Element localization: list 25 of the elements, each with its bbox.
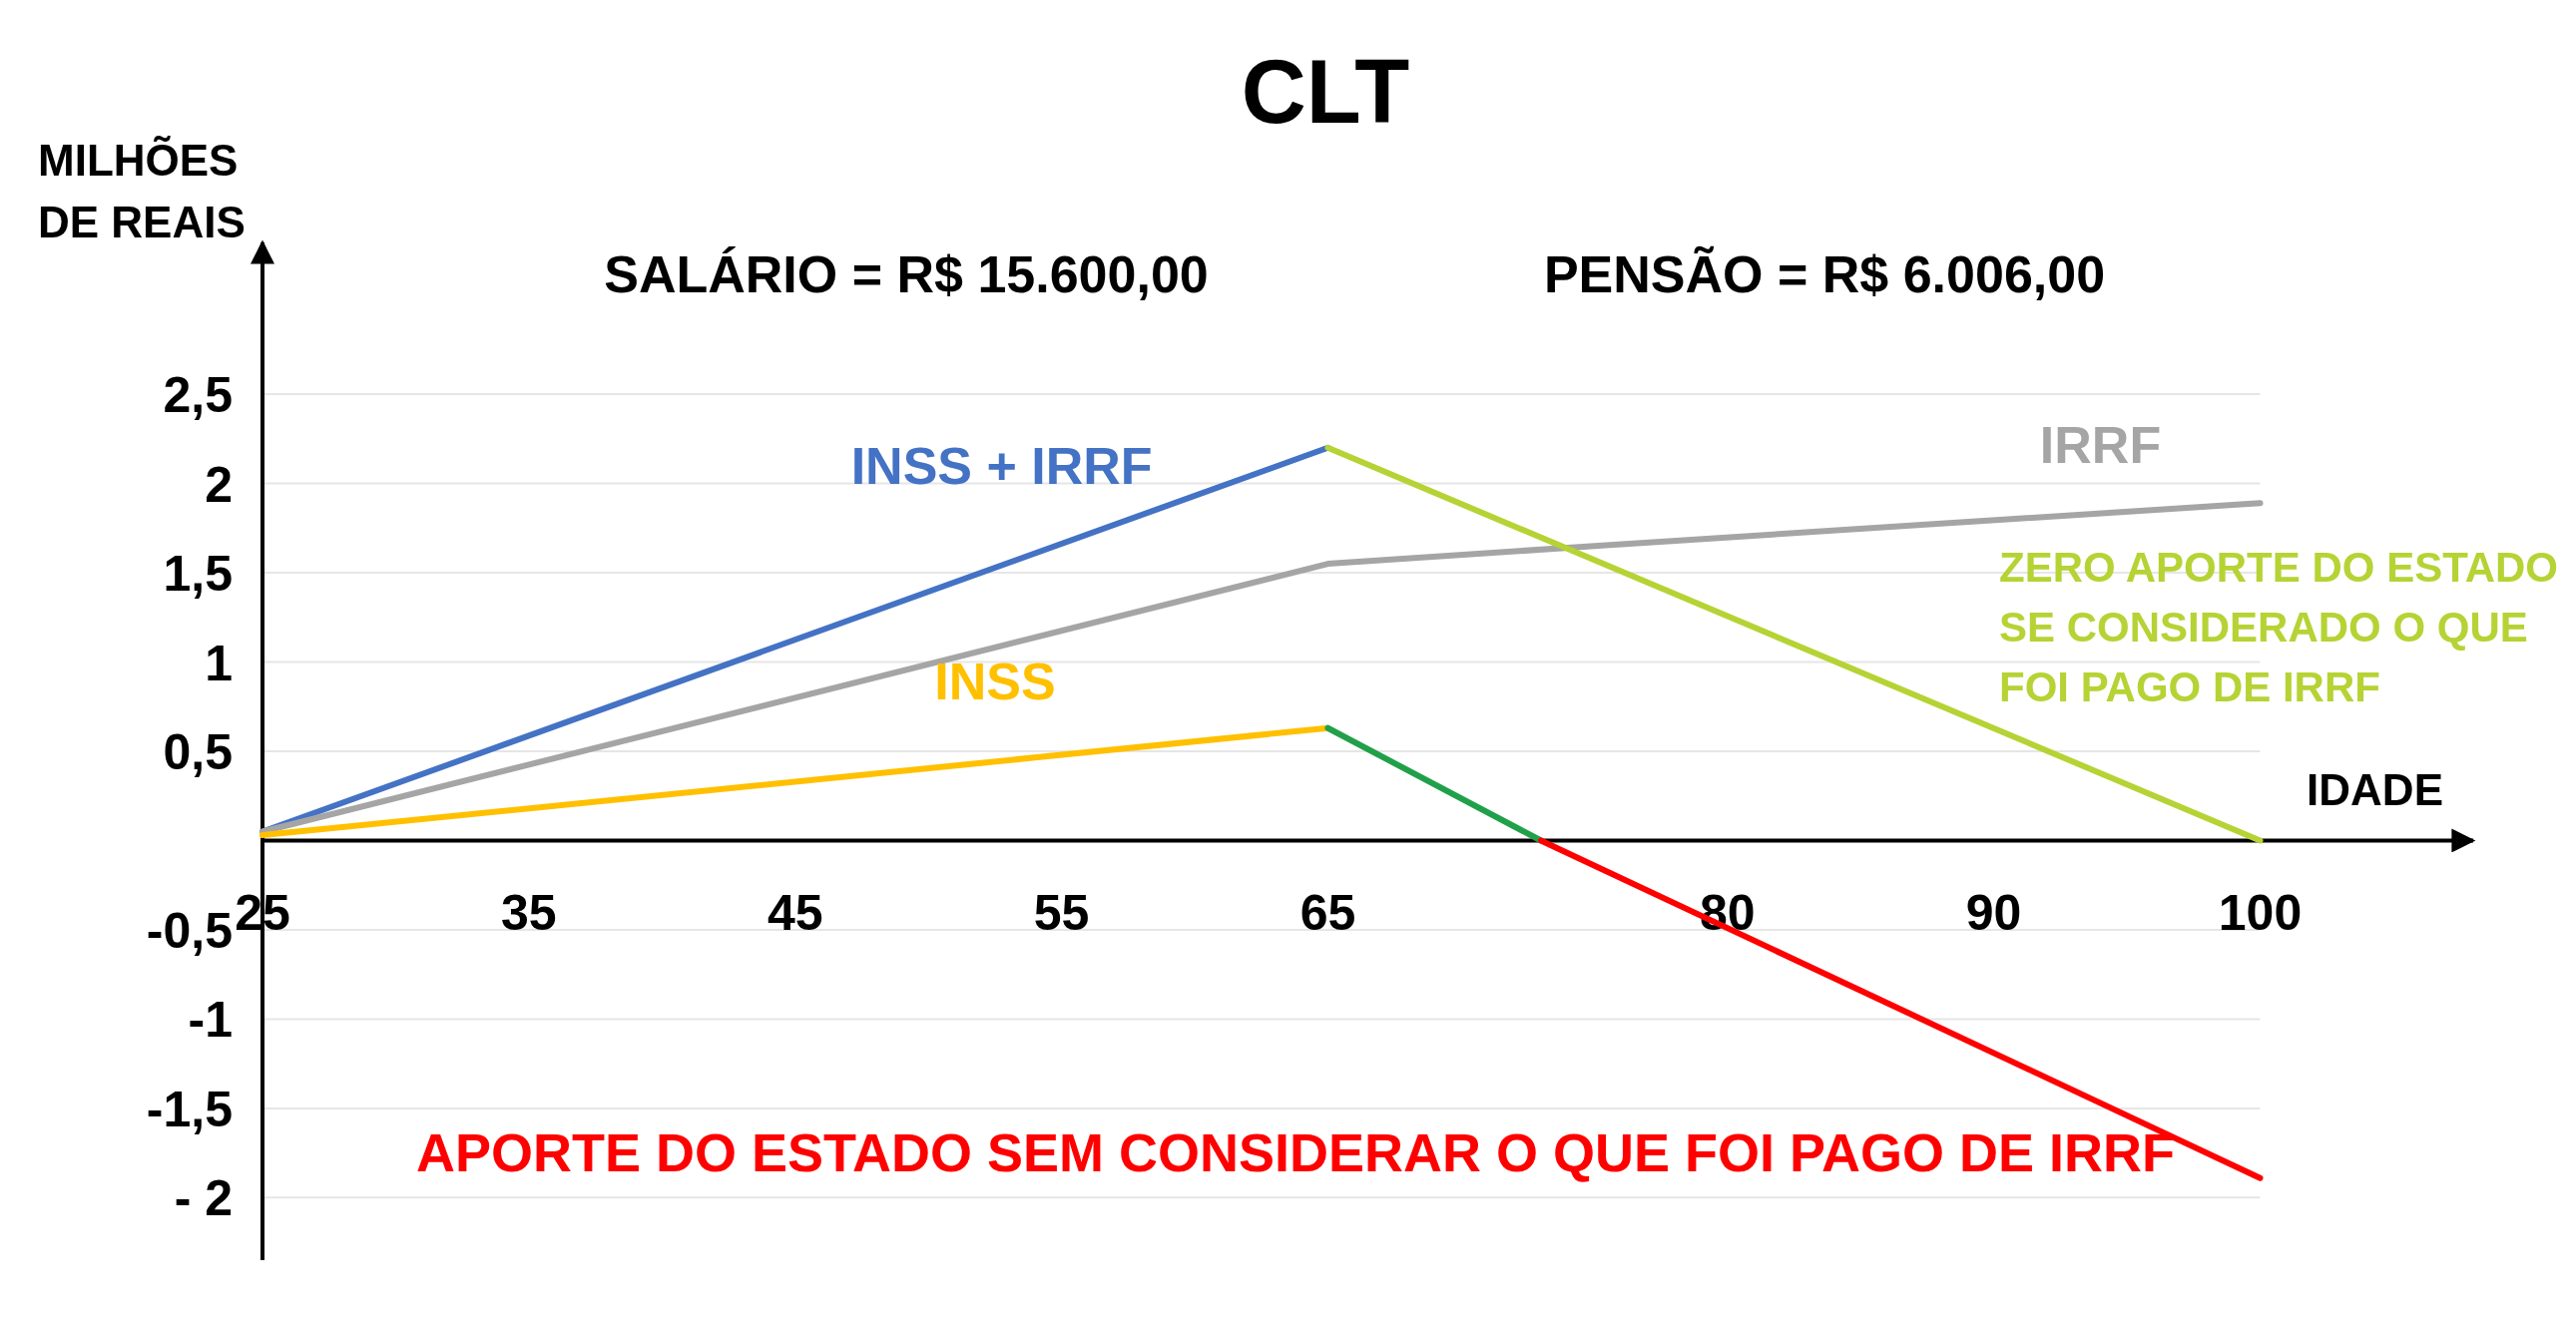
x-tick-label: 45 <box>767 885 823 942</box>
y-tick-label: - 2 <box>174 1170 233 1227</box>
y-axis-title: MILHÕES DE REAIS <box>38 136 246 246</box>
series-label: ZERO APORTE DO ESTADO SE CONSIDERADO O QUE FOI PAGO DE IRRF <box>1999 544 2559 710</box>
series-label: INSS <box>934 653 1056 711</box>
y-tick-label: -1 <box>188 992 233 1049</box>
y-tick-label: 0,5 <box>163 724 233 780</box>
y-tick-label: -0,5 <box>146 902 233 959</box>
x-tick-label: 55 <box>1033 885 1090 942</box>
annotation: SALÁRIO = R$ 15.600,00 <box>604 245 1209 303</box>
x-tick-label: 35 <box>501 885 557 942</box>
series-label: APORTE DO ESTADO SEM CONSIDERAR O QUE FOI PAGO DE IRRF <box>415 1121 2176 1182</box>
series-label: IRRF <box>2039 416 2162 475</box>
series-label: INSS + IRRF <box>850 436 1153 495</box>
x-tick-label: 100 <box>2218 885 2303 942</box>
y-tick-label: 1 <box>205 635 233 691</box>
chart-title: CLT <box>1241 42 1410 142</box>
y-tick-label: 1,5 <box>163 546 233 603</box>
y-tick-label: -1,5 <box>146 1081 233 1137</box>
x-tick-label: 65 <box>1299 885 1356 942</box>
x-tick-label: 90 <box>1965 885 2022 942</box>
x-axis-title: IDADE <box>2307 765 2443 815</box>
y-tick-label: 2 <box>205 456 233 513</box>
annotation: PENSÃO = R$ 6.006,00 <box>1543 245 2106 303</box>
y-tick-label: 2,5 <box>163 367 233 424</box>
